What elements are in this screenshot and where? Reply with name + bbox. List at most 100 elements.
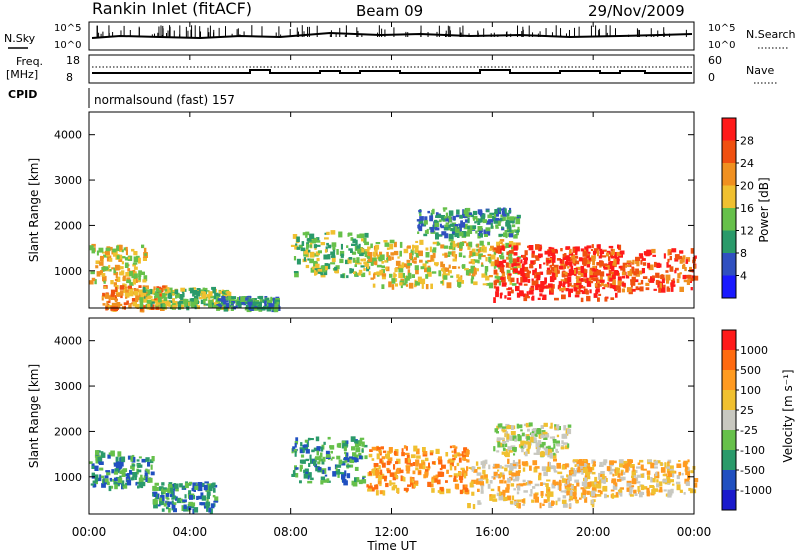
- cell-1-0-46: [117, 468, 121, 473]
- cell-0-3-130: [247, 299, 252, 302]
- cell-0-6-53: [523, 266, 529, 272]
- cell-1-2-134: [341, 440, 345, 445]
- cell-0-8-124: [445, 212, 448, 217]
- cell-0-4-128: [361, 238, 364, 242]
- cell-1-1-68: [189, 493, 194, 496]
- cell-0-4-138: [330, 255, 336, 258]
- cell-1-4-116: [503, 496, 508, 501]
- cell-0-7-307: [593, 271, 597, 276]
- cell-0-6-135: [531, 250, 535, 254]
- cell-0-2-186: [196, 291, 201, 297]
- cell-0-7-293: [582, 262, 587, 265]
- cell-1-0-110: [92, 480, 97, 484]
- cell-0-0-18: [133, 256, 138, 263]
- cell-0-7-182: [580, 265, 585, 272]
- cell-0-8-141: [426, 228, 429, 234]
- cell-0-0-120: [138, 257, 141, 264]
- cell-1-0-96: [94, 476, 99, 482]
- cell-0-7-302: [670, 282, 674, 286]
- cell-0-5-208: [383, 240, 388, 243]
- cell-1-6-95: [617, 468, 620, 471]
- cell-0-5-120: [469, 269, 474, 274]
- cell-0-8-105: [506, 224, 512, 229]
- cell-0-4-146: [323, 254, 328, 260]
- cell-0-2-123: [191, 302, 197, 309]
- cell-1-6-270: [584, 477, 588, 483]
- cell-1-3-45: [456, 462, 460, 467]
- cell-1-2-110: [294, 442, 297, 448]
- cell-0-4-41: [351, 268, 354, 273]
- colorbar-seg-0-6: [722, 140, 736, 163]
- cell-1-4-180: [529, 494, 533, 497]
- cell-1-0-51: [121, 480, 125, 487]
- cell-0-7-114: [620, 265, 625, 271]
- cell-1-4-2: [542, 482, 546, 485]
- cell-0-5-29: [461, 241, 467, 244]
- cell-0-5-34: [402, 282, 407, 286]
- cell-1-5-55: [517, 434, 521, 437]
- cell-0-5-128: [429, 246, 432, 253]
- cell-1-4-235: [482, 460, 486, 463]
- cell-0-8-29: [472, 217, 476, 221]
- cell-0-8-122: [430, 212, 433, 217]
- xtick-label-0: 00:00: [72, 525, 107, 539]
- cell-1-5-35: [526, 448, 530, 454]
- cell-1-3-101: [395, 461, 399, 465]
- cell-1-5-152: [560, 446, 565, 450]
- cell-0-6-172: [534, 275, 539, 279]
- cell-0-2-191: [208, 291, 213, 297]
- cell-0-7-109: [596, 262, 601, 266]
- cell-0-7-130: [572, 258, 577, 264]
- cell-0-7-184: [586, 281, 592, 287]
- cell-1-6-46: [667, 459, 672, 464]
- cell-1-4-255: [476, 472, 482, 476]
- cell-0-1-78: [123, 302, 128, 306]
- cell-1-4-122: [480, 475, 484, 481]
- cell-0-4-80: [351, 243, 356, 246]
- cell-1-4-156: [485, 478, 489, 484]
- cell-1-3-107: [366, 484, 369, 488]
- cell-0-5-315: [481, 244, 485, 249]
- cell-1-3-195: [412, 470, 416, 475]
- cell-1-0-132: [97, 456, 103, 462]
- cell-1-6-269: [580, 460, 585, 466]
- cell-0-6-248: [509, 250, 514, 254]
- cell-1-1-79: [153, 491, 157, 497]
- cell-0-4-112: [360, 248, 365, 253]
- cell-0-5-124: [498, 266, 501, 270]
- cell-1-3-183: [438, 459, 443, 465]
- cell-1-1-114: [161, 482, 165, 486]
- cell-0-6-29: [516, 292, 521, 298]
- cell-0-5-139: [431, 271, 437, 274]
- cell-1-4-105: [569, 503, 572, 508]
- cell-0-7-276: [638, 253, 643, 257]
- cell-0-1-134: [114, 298, 118, 303]
- cell-1-4-184: [515, 461, 519, 467]
- cell-1-4-61: [467, 503, 471, 509]
- cell-1-3-99: [463, 447, 466, 451]
- cell-1-6-245: [614, 482, 618, 487]
- cell-0-5-75: [500, 252, 504, 256]
- cell-0-5-24: [515, 242, 521, 246]
- cell-1-0-33: [141, 458, 146, 463]
- cell-0-5-9: [386, 247, 390, 250]
- cell-0-7-15: [592, 260, 595, 266]
- cell-0-5-283: [422, 263, 427, 269]
- cell-1-6-53: [621, 476, 626, 481]
- cell-0-1-101: [131, 298, 137, 302]
- cell-0-8-67: [510, 229, 514, 234]
- cell-0-7-205: [590, 249, 593, 251]
- cell-1-2-64: [351, 446, 356, 451]
- velocity-cells: [89, 422, 699, 514]
- cell-0-7-10: [564, 277, 569, 283]
- cell-0-5-187: [411, 259, 414, 263]
- colorbar-seg-1-7: [722, 350, 736, 370]
- cell-0-7-192: [682, 264, 686, 269]
- cell-0-4-148: [293, 271, 299, 274]
- cell-1-5-98: [567, 424, 572, 428]
- cell-0-8-76: [476, 218, 479, 223]
- cell-1-3-135: [380, 446, 384, 450]
- cell-1-6-92: [624, 463, 629, 469]
- cell-1-6-77: [632, 474, 637, 478]
